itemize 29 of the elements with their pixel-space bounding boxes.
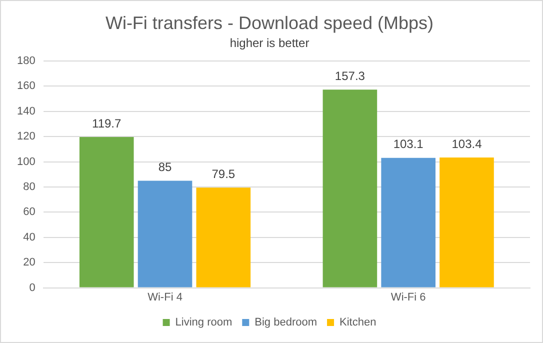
legend-label: Big bedroom (254, 316, 318, 329)
y-tick-label: 0 (29, 282, 36, 294)
bar (196, 188, 251, 288)
bar (440, 158, 494, 288)
y-tick-label: 100 (16, 156, 36, 168)
x-tick-label: Wi-Fi 4 (148, 291, 182, 304)
y-tick-label: 160 (16, 80, 36, 92)
bar (79, 136, 134, 288)
y-tick-label: 20 (23, 256, 36, 269)
y-tick-label: 40 (23, 231, 36, 244)
y-tick-label: 140 (16, 105, 36, 118)
x-tick-label: Wi-Fi 6 (390, 291, 426, 304)
data-label: 103.1 (393, 137, 424, 152)
chart-title: Wi-Fi transfers - Download speed (Mbps) (105, 12, 434, 33)
data-label: 85 (158, 160, 172, 174)
legend-label: Kitchen (340, 316, 376, 329)
bar (381, 158, 436, 288)
y-tick-label: 60 (23, 206, 36, 218)
data-label: 103.4 (452, 136, 482, 151)
y-tick-label: 180 (16, 55, 36, 68)
legend-label: Living room (175, 316, 232, 329)
y-tick-label: 80 (23, 181, 36, 194)
bar (138, 180, 192, 288)
bar (322, 90, 378, 288)
data-label: 157.3 (334, 68, 366, 83)
data-label: 119.7 (92, 116, 122, 130)
chart-subtitle: higher is better (230, 36, 310, 50)
data-label: 79.5 (212, 166, 236, 181)
y-tick-label: 120 (16, 130, 36, 143)
